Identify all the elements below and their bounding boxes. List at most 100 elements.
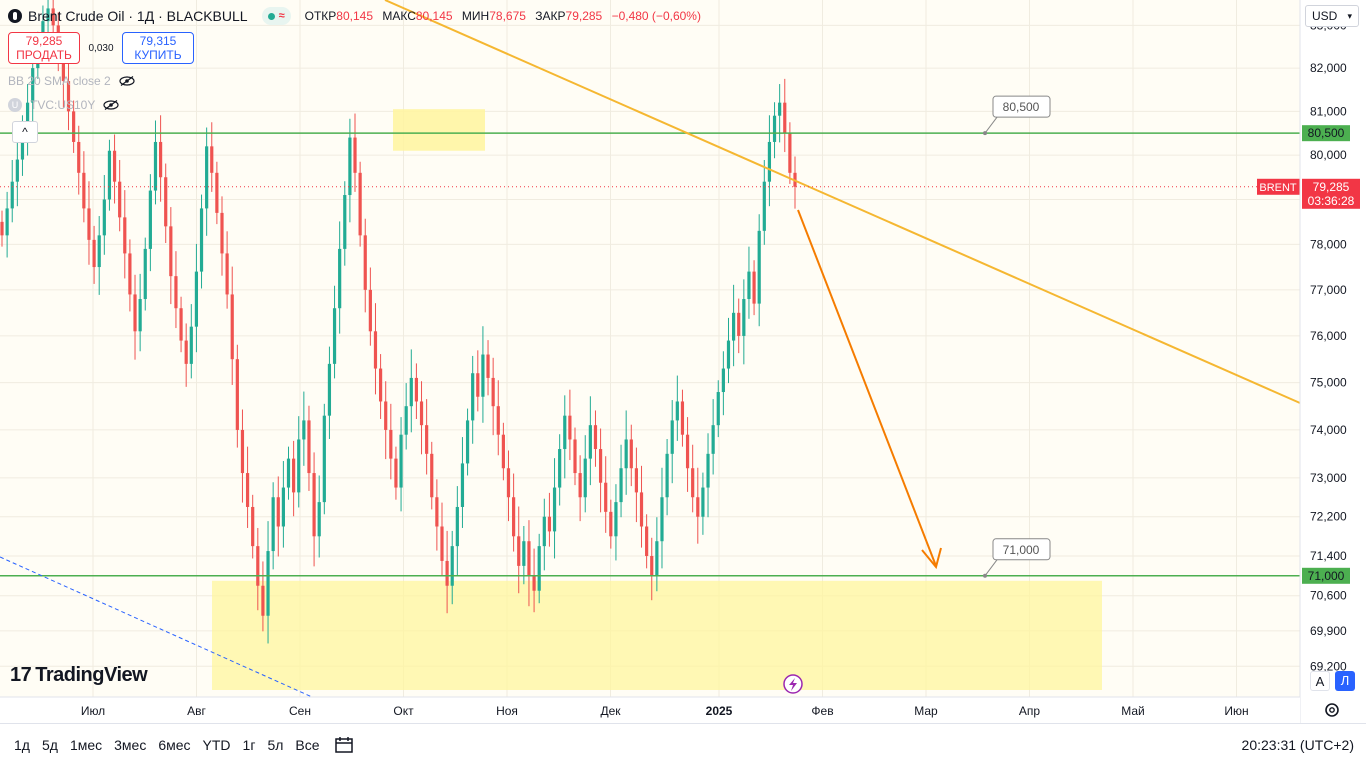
candle-body [10,181,14,209]
ohlc-low-label: МИН [461,9,490,23]
candle [184,323,188,387]
candle-body [701,487,705,517]
clock-timezone[interactable]: 20:23:31 (UTC+2) [1241,737,1354,753]
candle [10,159,14,223]
time-axis[interactable]: Июл Авг Сен Окт Ноя Дек 2025 Фев Мар Апр Май Июн [0,696,1300,723]
candle [496,380,500,456]
candle [639,465,644,548]
candle [25,84,30,156]
level-price-tag-label: 71,000 [1308,569,1345,583]
candle [568,389,572,461]
eye-off-icon[interactable] [103,100,119,110]
market-status-badge[interactable]: ≈ [261,7,291,25]
currency-select[interactable]: USD ▾ [1305,5,1359,27]
candle [614,484,618,561]
candle [153,120,158,205]
auto-scale-button[interactable]: A [1310,671,1330,691]
symbol-title[interactable]: Brent Crude Oil · 1Д · BLACKBULL [28,8,248,24]
candle-body [537,546,541,591]
level-price-tag-label: 80,500 [1308,126,1345,140]
candle [460,437,465,528]
buy-button[interactable]: 79,315 КУПИТЬ [122,32,194,64]
candle-body [496,406,500,435]
candle [732,284,736,367]
time-axis-bg [0,697,1300,723]
range-1y[interactable]: 1г [242,737,256,753]
candle [486,340,490,396]
sell-button[interactable]: 79,285 ПРОДАТЬ [8,32,80,64]
candle [650,537,654,601]
candle [685,417,690,492]
candle [240,409,245,503]
candle-body [788,133,792,173]
time-tick-label: Дек [600,704,621,718]
candle [112,134,117,204]
candle-body [619,468,623,503]
candle [665,438,669,516]
candle [701,472,705,535]
range-5y[interactable]: 5л [267,737,284,753]
candle-body [501,434,505,469]
current-price-tag [1302,178,1360,209]
time-tick-label: Май [1121,704,1145,718]
candle-body [573,439,577,474]
candle [517,506,521,594]
current-price-value: 79,285 [1313,180,1350,194]
candle [696,467,700,544]
candle-body [481,354,485,397]
date-range-selector: 1д 5д 1мес 3мес 6мес YTD 1г 5л Все [14,737,332,753]
price-tick-label: 80,000 [1310,148,1347,162]
eye-off-icon[interactable] [119,76,135,86]
candle-body [778,102,782,116]
candle [15,132,19,207]
price-tick-label: 69,200 [1310,659,1347,673]
candle-body [25,102,30,129]
candle-body [118,181,122,218]
candle [82,151,86,223]
candle-body [112,150,117,182]
price-axis[interactable]: 83,00082,00081,00080,00079,00078,00077,0… [1299,0,1366,723]
candle [133,274,137,360]
candle [358,161,362,247]
candle-body [506,468,511,498]
range-1m[interactable]: 1мес [69,737,103,753]
ohlc-high-label: МАКС [382,9,416,23]
candle [588,396,592,486]
candle-body [225,253,229,295]
range-all[interactable]: Все [295,737,320,753]
gear-icon[interactable] [1322,700,1342,720]
candle [476,350,480,412]
candle-body [256,546,260,586]
candle-body [5,208,9,236]
range-ytd[interactable]: YTD [202,737,231,753]
candle-body [563,415,567,450]
candle [532,548,536,613]
ohlc-readout: ОТКР80,145 МАКС80,145 МИН78,675 ЗАКР79,2… [305,9,707,23]
candle-body [373,331,378,369]
range-5d[interactable]: 5д [41,737,58,753]
indicator-bb[interactable]: BB 20 SMA close 2 [8,74,135,88]
goto-date-icon[interactable] [334,736,354,754]
range-3m[interactable]: 3мес [114,737,147,753]
tradingview-logo[interactable]: 17 TradingView [10,664,148,687]
indicator-us10y[interactable]: U TVC:US10Y [8,98,119,112]
candle [338,221,342,334]
range-6m[interactable]: 6мес [158,737,191,753]
time-tick-label: Окт [393,704,414,718]
currency-label: USD [1312,9,1338,23]
chevron-down-icon: ▾ [1347,10,1352,21]
candle-body [650,555,654,576]
ohlc-change-value: −0,480 (−0,60%) [611,9,701,23]
collapse-legend-button[interactable]: ^ [12,121,38,143]
candle-body [46,8,50,22]
candle [189,304,193,379]
candle-body [286,458,291,488]
log-scale-button[interactable]: Л [1335,671,1355,691]
candle [179,296,183,353]
candle [598,428,603,513]
range-1d[interactable]: 1д [14,737,30,753]
price-tick-label: 76,000 [1310,329,1347,343]
candle [281,461,285,548]
time-tick-label: Мар [914,704,938,718]
